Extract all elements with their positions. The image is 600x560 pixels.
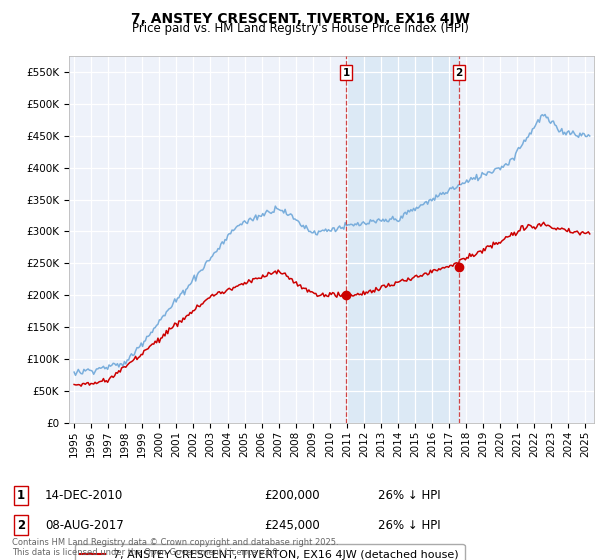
Text: 26% ↓ HPI: 26% ↓ HPI: [378, 519, 440, 532]
Text: 08-AUG-2017: 08-AUG-2017: [45, 519, 124, 532]
Text: 2: 2: [455, 68, 463, 77]
Text: 26% ↓ HPI: 26% ↓ HPI: [378, 489, 440, 502]
Text: 14-DEC-2010: 14-DEC-2010: [45, 489, 123, 502]
Legend: 7, ANSTEY CRESCENT, TIVERTON, EX16 4JW (detached house), HPI: Average price, det: 7, ANSTEY CRESCENT, TIVERTON, EX16 4JW (…: [74, 544, 464, 560]
Text: Contains HM Land Registry data © Crown copyright and database right 2025.
This d: Contains HM Land Registry data © Crown c…: [12, 538, 338, 557]
Text: £245,000: £245,000: [264, 519, 320, 532]
Text: 2: 2: [17, 519, 25, 532]
Text: Price paid vs. HM Land Registry's House Price Index (HPI): Price paid vs. HM Land Registry's House …: [131, 22, 469, 35]
Bar: [346, 56, 459, 423]
Text: £200,000: £200,000: [264, 489, 320, 502]
Text: 1: 1: [17, 489, 25, 502]
Text: 7, ANSTEY CRESCENT, TIVERTON, EX16 4JW: 7, ANSTEY CRESCENT, TIVERTON, EX16 4JW: [131, 12, 469, 26]
Text: 1: 1: [343, 68, 350, 77]
